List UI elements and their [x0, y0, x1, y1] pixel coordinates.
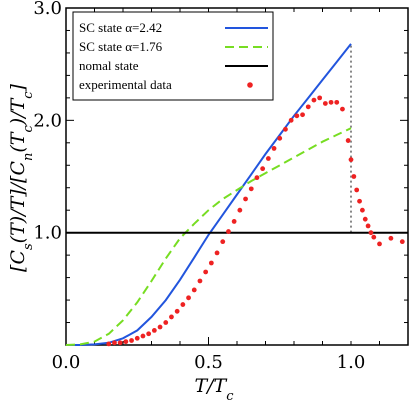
- legend-label: SC state α=2.42: [79, 20, 162, 35]
- data-point: [174, 308, 180, 314]
- svg-text:T/Tc: T/Tc: [194, 375, 234, 403]
- data-point: [305, 104, 311, 110]
- data-point: [191, 287, 197, 293]
- data-point: [368, 230, 374, 236]
- data-point: [377, 241, 382, 247]
- data-point: [157, 324, 163, 330]
- legend-label: experimental data: [79, 77, 172, 92]
- tick-labels: 0.0 0.5 1.0 1.0 2.0 3.0: [33, 0, 365, 373]
- data-point: [237, 207, 243, 213]
- data-point: [371, 234, 377, 240]
- data-point: [271, 146, 277, 151]
- data-point: [322, 101, 328, 106]
- data-point: [197, 278, 203, 284]
- data-point: [311, 97, 317, 103]
- data-point: [365, 223, 371, 229]
- x-tick-label: 0.5: [194, 352, 223, 373]
- legend-label: SC state α=1.76: [79, 39, 163, 54]
- data-point: [317, 95, 323, 101]
- data-point: [277, 135, 283, 141]
- data-point: [146, 331, 152, 337]
- data-point: [294, 113, 300, 119]
- data-point: [226, 229, 231, 234]
- y-tick-label: 1.0: [33, 223, 62, 244]
- y-tick-label: 2.0: [33, 110, 62, 131]
- legend: SC state α=2.42 SC state α=1.76 nomal stat…: [72, 11, 274, 101]
- data-point: [180, 302, 186, 307]
- data-point: [357, 198, 362, 204]
- data-point: [129, 338, 134, 343]
- data-point: [134, 335, 140, 341]
- data-point: [220, 239, 226, 245]
- data-point: [334, 99, 340, 105]
- data-point: [140, 333, 146, 339]
- x-tick-label: 0.0: [52, 352, 81, 373]
- data-point: [265, 156, 271, 161]
- data-point: [214, 250, 220, 256]
- data-point: [288, 117, 294, 123]
- data-point: [112, 340, 117, 346]
- y-axis-title: [Cs(T)/T]/[Cn(Tc)/Tc]: [7, 83, 36, 272]
- data-point: [283, 126, 288, 132]
- data-point: [354, 187, 360, 193]
- legend-box: [72, 11, 274, 101]
- data-point: [106, 341, 112, 347]
- data-point: [260, 166, 266, 172]
- series-layer: [65, 43, 408, 347]
- data-point: [388, 235, 394, 241]
- data-point: [254, 175, 260, 181]
- data-point: [328, 99, 334, 105]
- legend-label: nomal state: [79, 58, 139, 73]
- data-point: [243, 196, 248, 202]
- data-point: [340, 106, 345, 112]
- data-point: [163, 320, 169, 325]
- data-point: [203, 269, 209, 275]
- data-point: [360, 207, 365, 213]
- x-tick-label: 1.0: [337, 352, 366, 373]
- data-point: [117, 340, 123, 346]
- legend-marker: [247, 82, 253, 88]
- data-point: [345, 138, 351, 143]
- data-point: [231, 219, 237, 224]
- data-point: [123, 339, 129, 345]
- data-point: [399, 239, 405, 245]
- data-point: [362, 216, 368, 222]
- series-line-1: [65, 127, 352, 346]
- x-axis-title: T/Tc: [194, 375, 234, 403]
- data-point: [300, 112, 305, 118]
- y-tick-label: 3.0: [33, 0, 62, 19]
- data-point: [248, 186, 254, 192]
- data-point: [208, 260, 214, 266]
- data-point: [351, 174, 357, 179]
- data-point: [169, 314, 174, 320]
- data-point: [348, 157, 354, 163]
- svg-text:[Cs(T)/T]/[Cn(Tc)/Tc]: [Cs(T)/T]/[Cn(Tc)/Tc]: [7, 83, 36, 272]
- data-point: [186, 295, 191, 301]
- data-point: [151, 327, 157, 333]
